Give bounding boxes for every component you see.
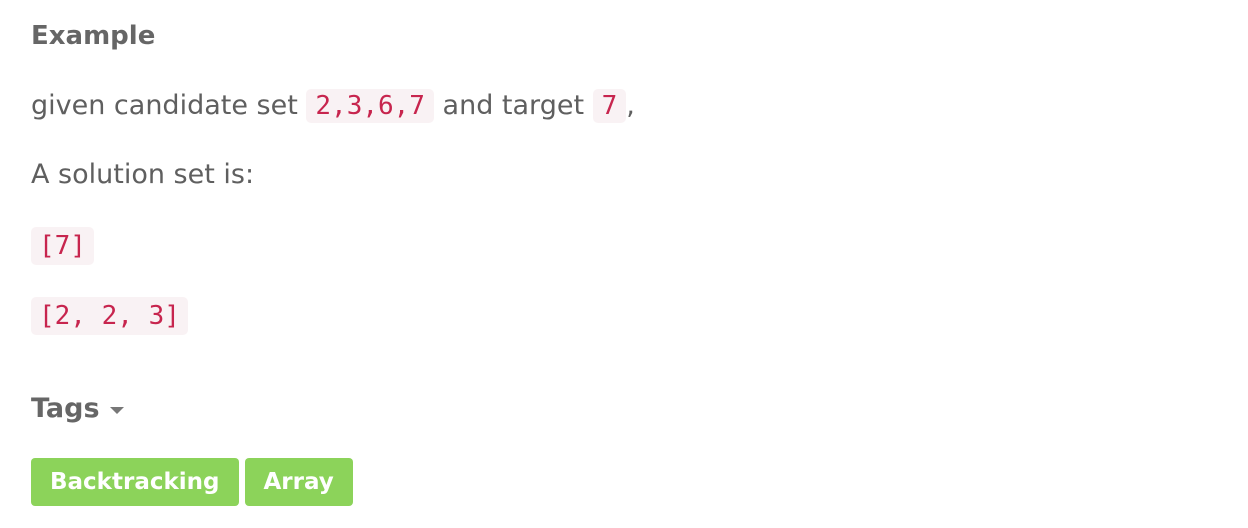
example-heading: Example xyxy=(31,21,156,51)
example-text-suffix: , xyxy=(626,90,635,121)
tags-toggle[interactable]: Tags xyxy=(31,390,124,428)
example-text-middle: and target xyxy=(433,90,593,121)
solution-intro-line: A solution set is: xyxy=(31,159,255,190)
target-code: 7 xyxy=(592,89,627,123)
example-description-line: given candidate set 2,3,6,7 and target 7… xyxy=(31,87,635,125)
caret-down-icon xyxy=(109,407,124,414)
solution-code-2: [2, 2, 3] xyxy=(31,297,188,335)
candidate-set-code: 2,3,6,7 xyxy=(306,89,434,123)
tag-backtracking[interactable]: Backtracking xyxy=(31,458,239,506)
tags-heading: Tags xyxy=(31,393,100,424)
example-text-prefix: given candidate set xyxy=(31,90,307,121)
solution-code-1: [7] xyxy=(31,227,94,265)
tag-list: Backtracking Array xyxy=(31,458,353,506)
tag-array[interactable]: Array xyxy=(244,458,353,506)
